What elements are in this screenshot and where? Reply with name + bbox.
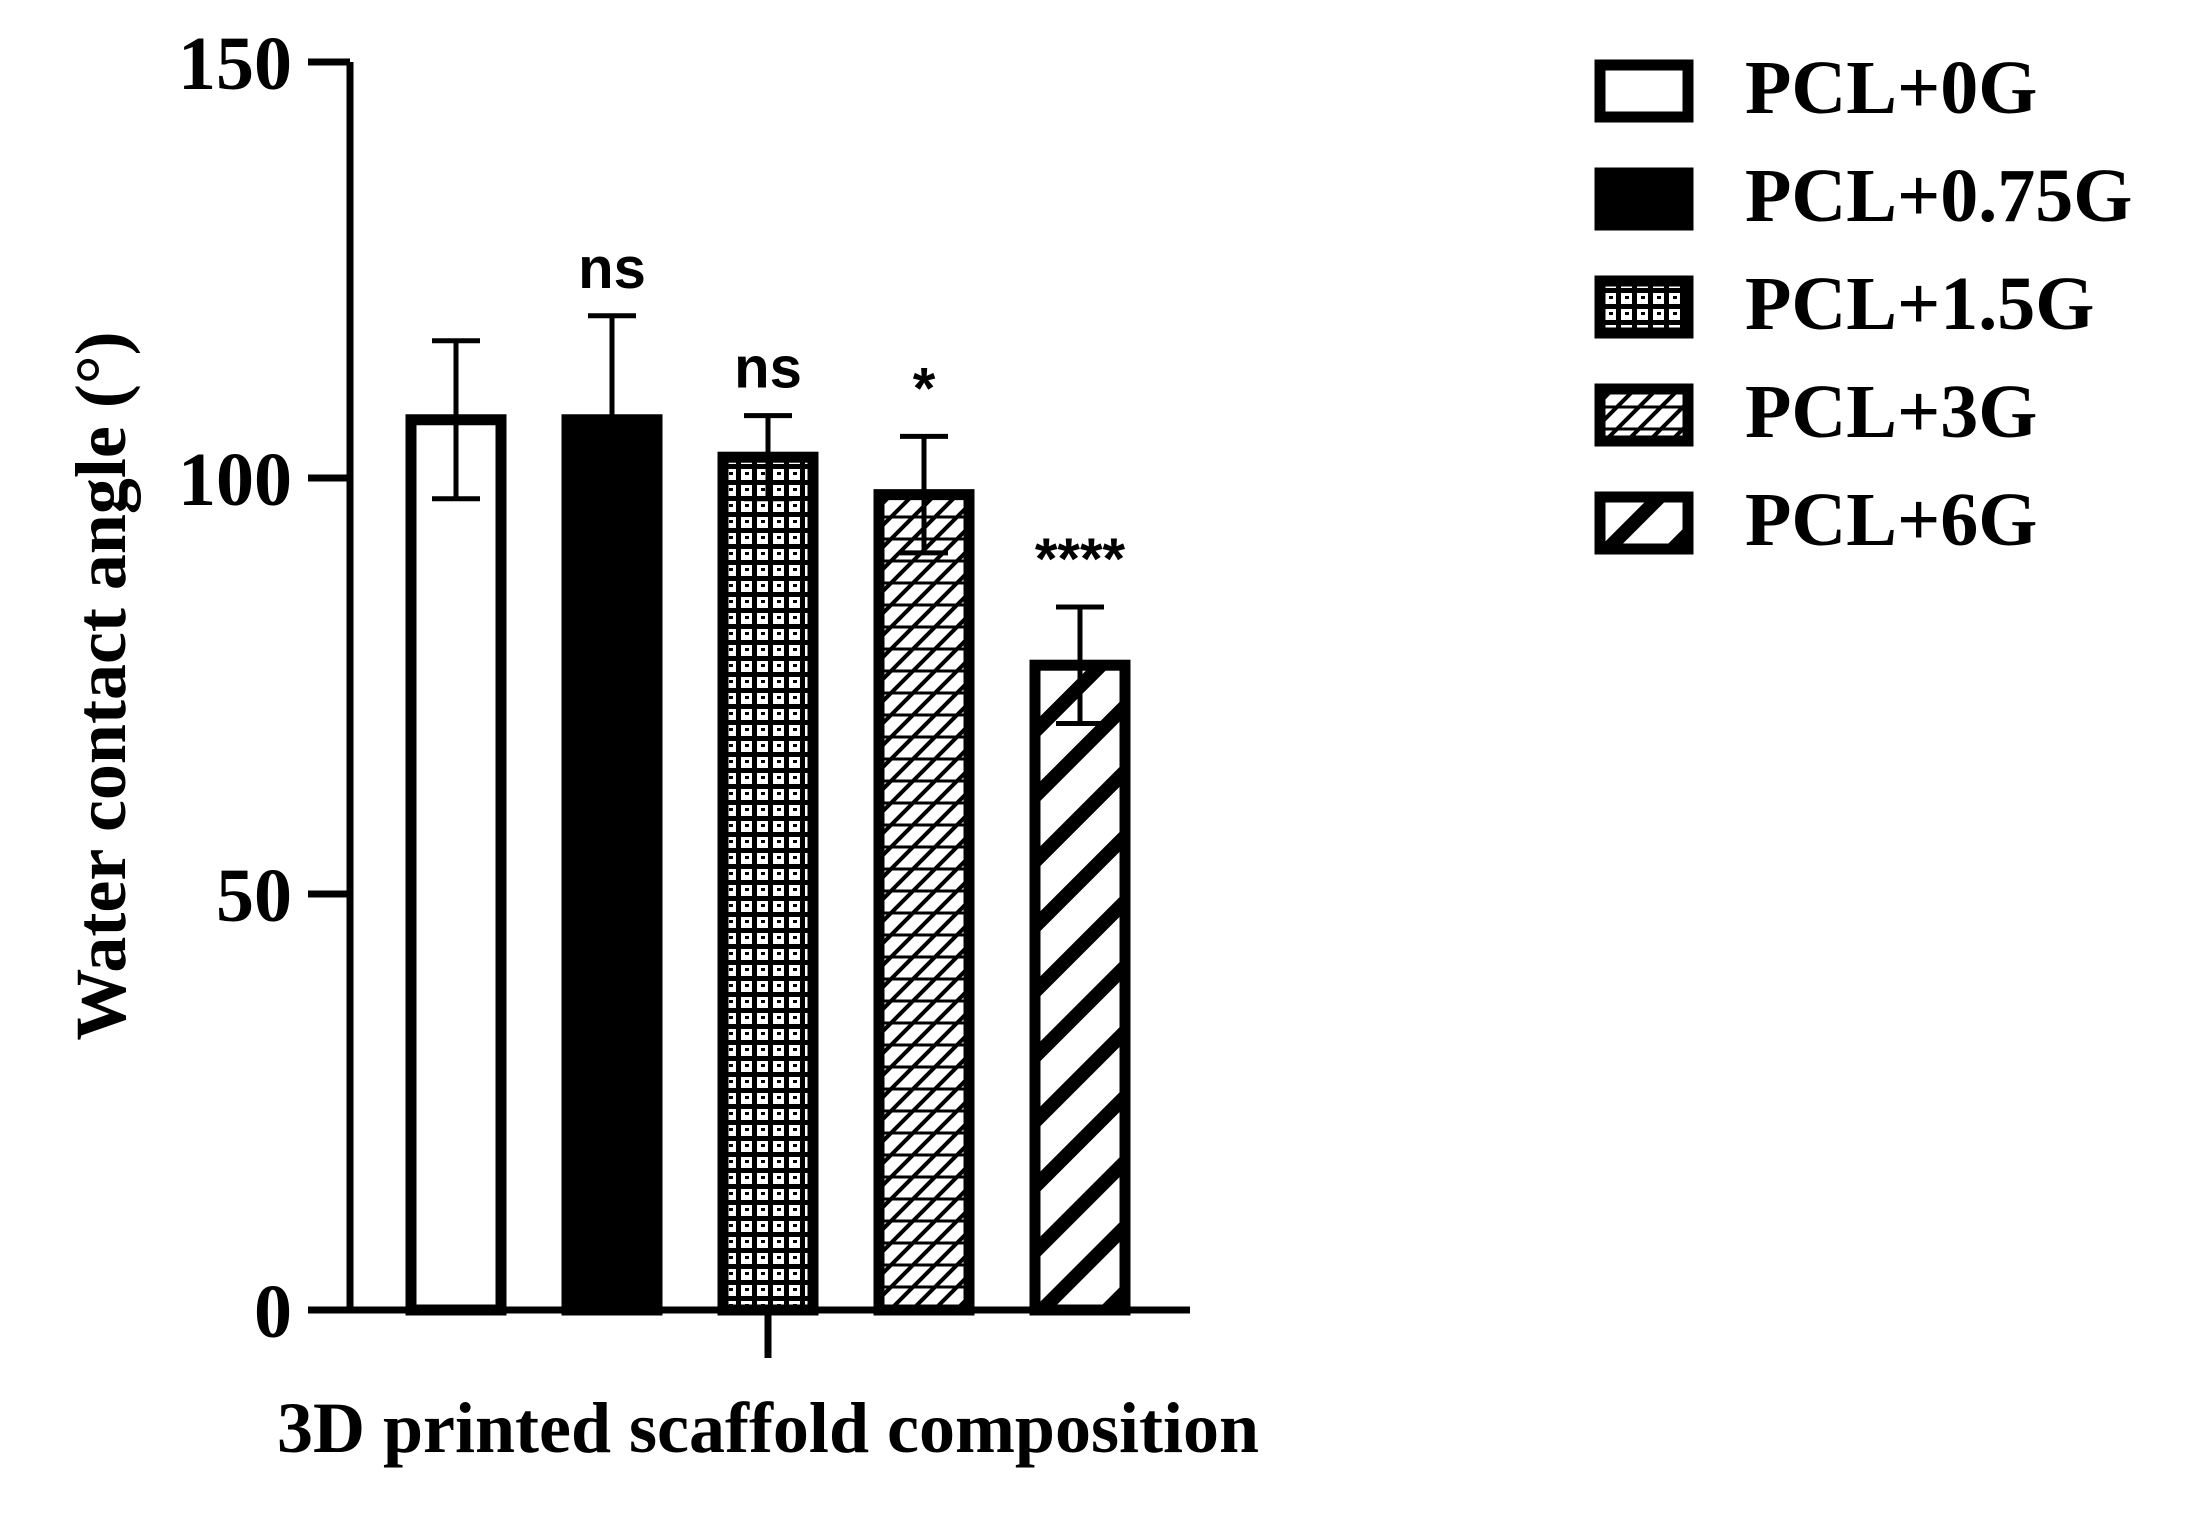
legend-swatch: [1594, 167, 1694, 231]
x-axis: [308, 1306, 1190, 1358]
significance-label: ns: [578, 236, 646, 301]
significance-label: ****: [1035, 527, 1126, 592]
bar-pcl-0g: [405, 414, 507, 1316]
y-tick-label: 0: [254, 1270, 292, 1354]
legend-swatch: [1594, 275, 1694, 339]
y-tick-label: 50: [216, 854, 292, 938]
legend-swatch: [1594, 383, 1694, 447]
legend-label: PCL+1.5G: [1745, 262, 2094, 346]
bar-pcl-1-5g: [717, 451, 819, 1316]
y-axis-title: Water contact angle (°): [61, 331, 141, 1040]
significance-label: ns: [734, 336, 802, 401]
legend-label: PCL+6G: [1745, 478, 2037, 562]
y-tick-group: 0 50 100 150: [178, 22, 350, 1354]
y-tick-label: 100: [178, 438, 292, 522]
significance-label: *: [913, 356, 936, 421]
error-bars: [432, 313, 1104, 666]
y-tick-label: 150: [178, 22, 292, 106]
legend-swatch: [1594, 491, 1694, 555]
bar-pcl-6g: [1029, 659, 1131, 1316]
legend-label: PCL+0G: [1745, 46, 2037, 130]
bar-pcl-3g: [873, 489, 975, 1316]
legend: PCL+0G PCL+0.75G PCL+1.5G PCL+3G PCL+6G: [1594, 46, 2132, 562]
legend-label: PCL+3G: [1745, 370, 2037, 454]
legend-swatch: [1594, 59, 1694, 123]
bars: [405, 414, 1131, 1316]
bar-pcl-0-75g: [561, 414, 663, 1316]
legend-label: PCL+0.75G: [1745, 154, 2132, 238]
x-axis-title: 3D printed scaffold composition: [277, 1388, 1259, 1468]
